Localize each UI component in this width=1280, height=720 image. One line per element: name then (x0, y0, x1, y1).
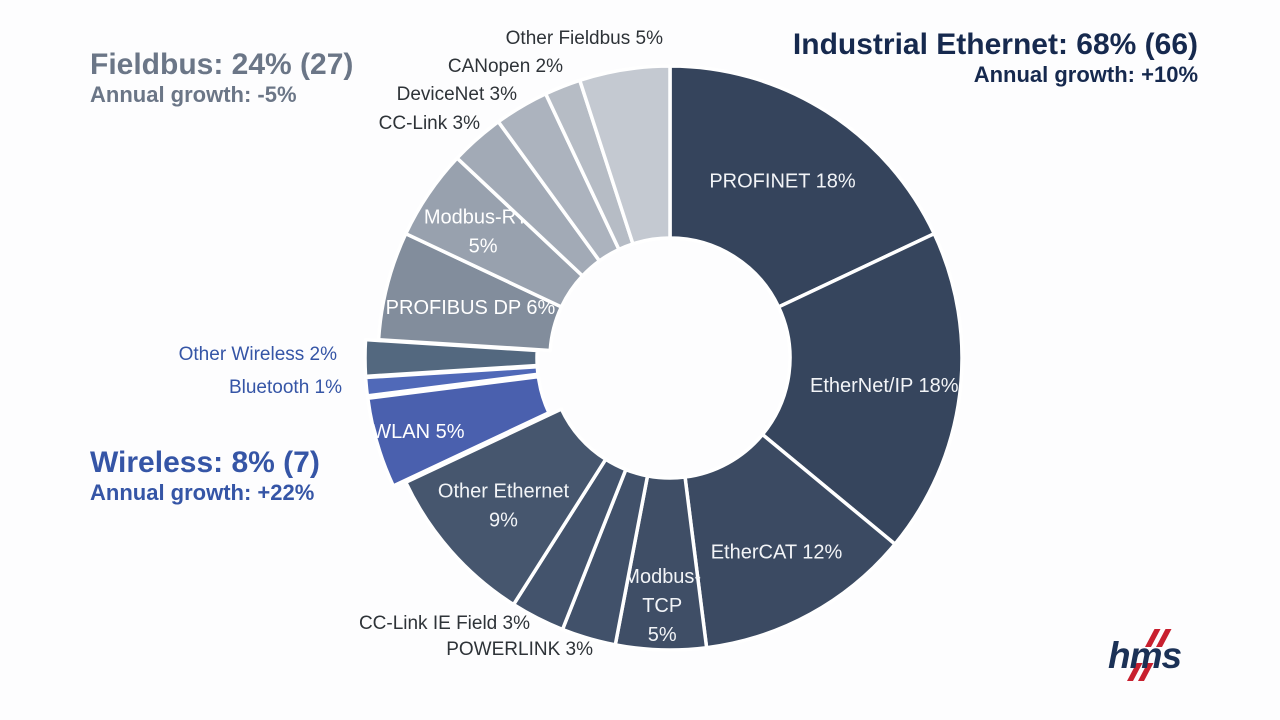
fieldbus-summary: Fieldbus: 24% (27) Annual growth: -5% (90, 48, 353, 108)
label-powerlink: POWERLINK 3% (446, 639, 593, 660)
slice-wlan (366, 374, 551, 488)
slice-label-ethercat: EtherCAT 12% (711, 542, 843, 564)
slice-other-ethernet (404, 407, 608, 607)
wireless-title: Wireless: 8% (7) (90, 446, 320, 479)
label-other-wireless: Other Wireless 2% (178, 344, 337, 365)
label-cc-link-ie-field: CC-Link IE Field 3% (358, 613, 530, 634)
wireless-summary: Wireless: 8% (7) Annual growth: +22% (90, 446, 320, 506)
label-canopen: CANopen 2% (447, 56, 563, 77)
industrial-ethernet-summary: Industrial Ethernet: 68% (66) Annual gro… (793, 28, 1198, 88)
slice-label-profinet: PROFINET 18% (709, 171, 856, 193)
slice-label-wlan: WLAN 5% (372, 421, 464, 443)
label-cc-link: CC-Link 3% (378, 113, 480, 134)
slice-label-modbus-tcp: Modbus-TCP 5% (623, 566, 701, 646)
slice-label-ethernet-ip: EtherNet/IP 18% (810, 375, 959, 397)
slice-ethernet-ip (760, 231, 964, 546)
slice-label-profibus-dp: PROFIBUS DP 6% (386, 297, 556, 319)
slice-ethercat (683, 432, 897, 650)
fieldbus-growth: Annual growth: -5% (90, 82, 297, 107)
label-bluetooth: Bluetooth 1% (228, 377, 342, 398)
hms-logo: hms (1108, 629, 1183, 681)
fieldbus-title: Fieldbus: 24% (27) (90, 48, 354, 81)
slice-label-other-ethernet: Other Ethernet 9% (438, 480, 570, 531)
label-devicenet: DeviceNet 3% (396, 84, 517, 105)
hms-logo-slashes-icon (1127, 629, 1172, 681)
label-other-fieldbus: Other Fieldbus 5% (505, 28, 663, 49)
industrial-ethernet-title: Industrial Ethernet: 68% (66) (792, 28, 1198, 61)
industrial-ethernet-growth: Annual growth: +10% (973, 62, 1198, 87)
slice-other-fieldbus (578, 64, 672, 246)
slice-profinet (668, 64, 936, 309)
wireless-growth: Annual growth: +22% (90, 480, 315, 505)
hms-logo-text: hms (1108, 635, 1182, 676)
